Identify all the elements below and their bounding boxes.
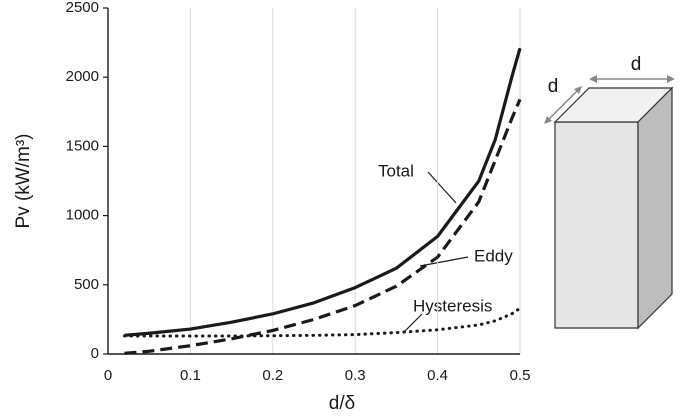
depth-arrow (545, 87, 581, 123)
width-label: d (631, 54, 642, 75)
box-side (637, 86, 673, 330)
y-tick-label: 2000 (66, 68, 99, 85)
x-tick-label: 0.4 (427, 367, 448, 384)
box-diagram: d d (544, 54, 675, 330)
x-tick-label: 0.2 (262, 367, 283, 384)
y-tick-label: 500 (74, 276, 99, 293)
x-axis-label: d/δ (329, 393, 355, 414)
leader-line (419, 256, 469, 267)
x-tick-label: 0 (104, 367, 112, 384)
depth-label: d (548, 76, 559, 97)
x-tick-label: 0.5 (510, 367, 531, 384)
x-tick-label: 0.3 (345, 367, 366, 384)
arrow-head (574, 86, 582, 94)
x-tick-label: 0.1 (180, 367, 201, 384)
arrow-head (589, 75, 597, 83)
series-label: Total (378, 161, 414, 180)
y-tick-label: 1500 (66, 137, 99, 154)
leader-line (427, 171, 457, 204)
series-label: Eddy (474, 246, 513, 265)
y-tick-label: 1000 (66, 207, 99, 224)
series-line (124, 98, 522, 355)
series-label: Hysteresis (413, 296, 492, 315)
arrow-head (667, 75, 675, 83)
box-front (554, 121, 639, 329)
series-line (124, 47, 522, 337)
y-axis-label: Pv (kW/m³) (13, 134, 34, 229)
annotations: Total Eddy Hysteresis (378, 161, 513, 333)
series-line (122, 306, 522, 338)
arrow-head (544, 116, 552, 124)
y-tick-label: 0 (91, 345, 99, 362)
y-tick-label: 2500 (66, 0, 99, 16)
leader-line (403, 313, 423, 333)
